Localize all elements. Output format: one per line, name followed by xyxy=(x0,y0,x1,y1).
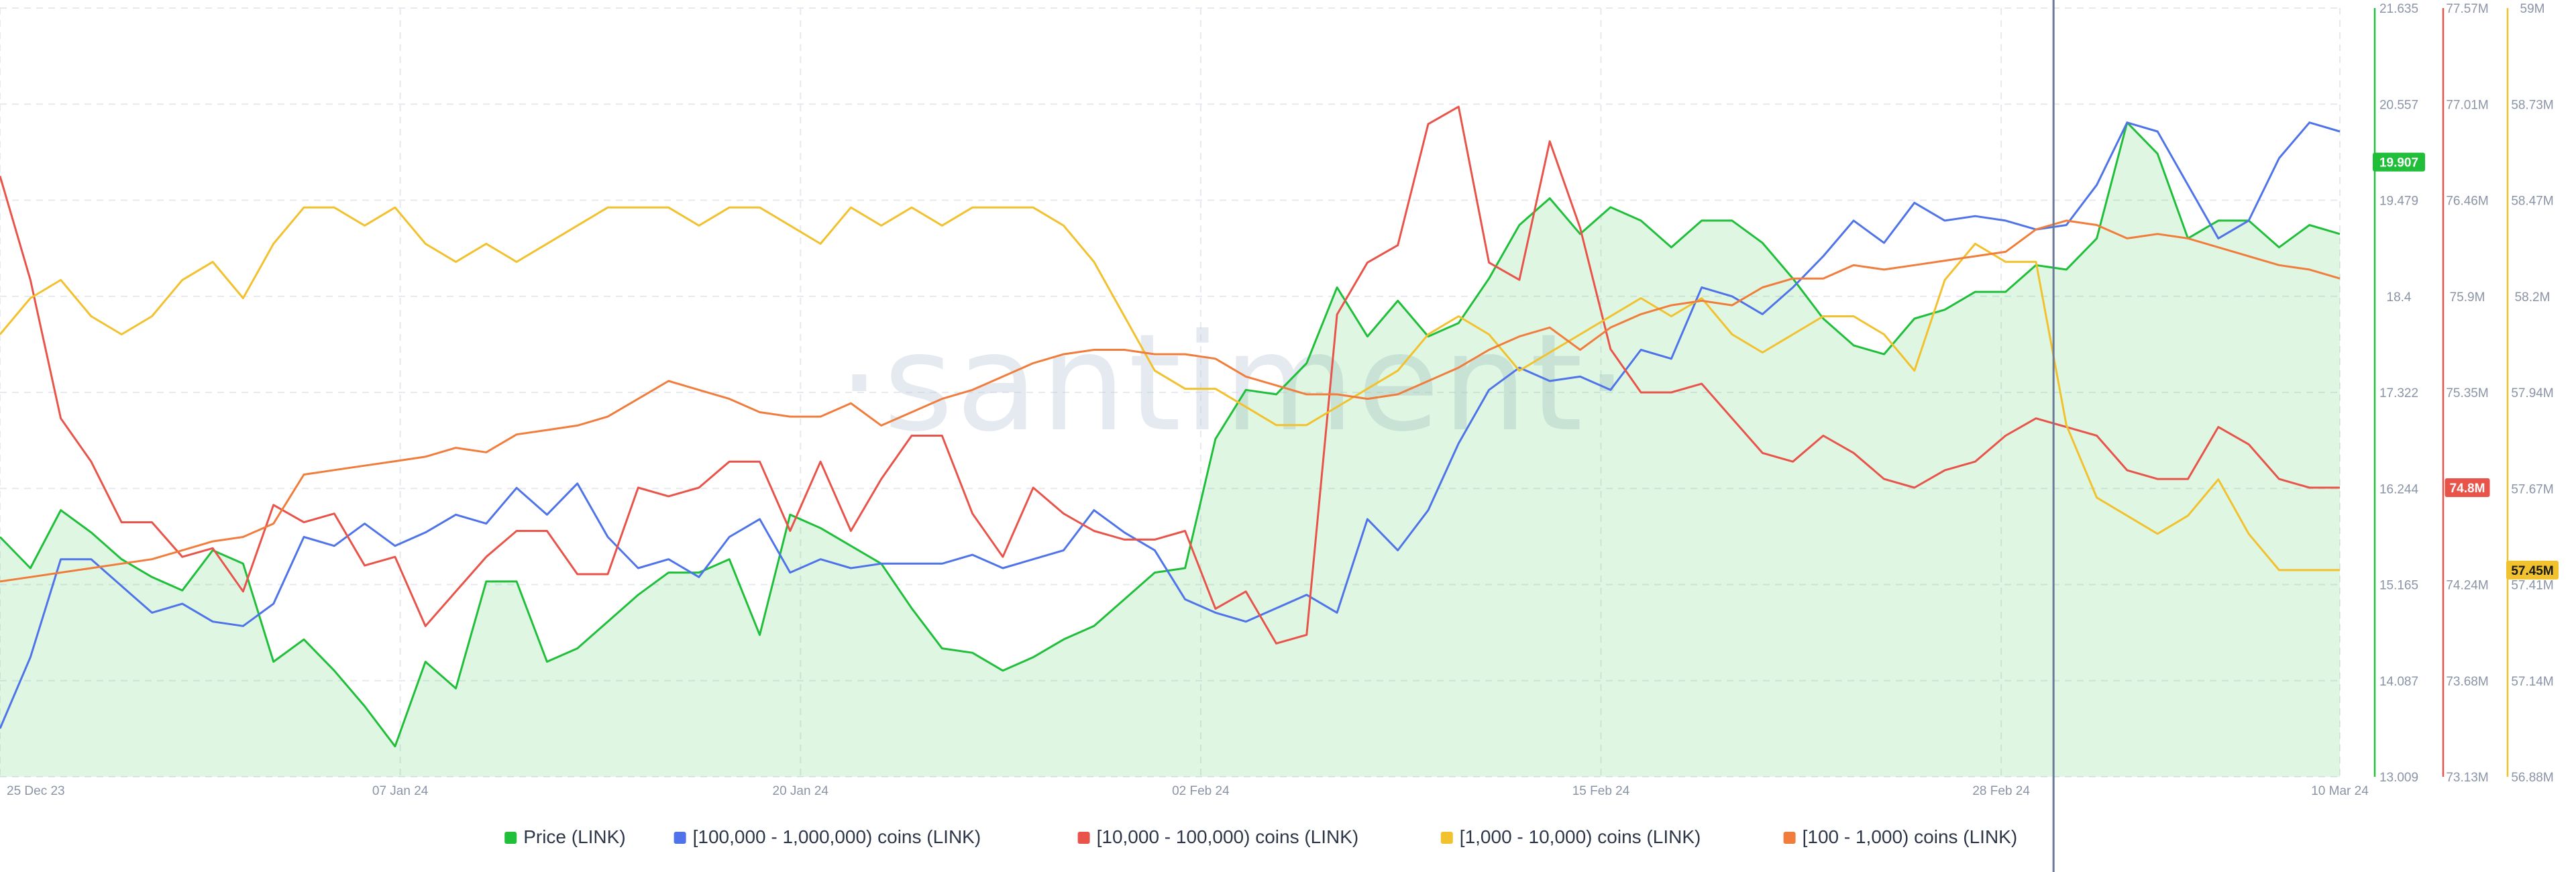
series-line-3 xyxy=(0,206,2340,571)
x-tick-label: 10 Mar 24 xyxy=(2311,784,2369,798)
legend-item-label[interactable]: [100 - 1,000) coins (LINK) xyxy=(1803,826,2018,847)
x-tick-label: 20 Jan 24 xyxy=(773,784,829,798)
axis-value-badge-yellow xyxy=(2506,560,2559,580)
axis-tick-label-price: 17.322 xyxy=(2379,386,2418,400)
legend-swatch xyxy=(504,832,517,844)
legend: Price (LINK) [100,000 - 1,000,000) coins … xyxy=(504,826,2017,847)
axis-tick-label-red: 77.01M xyxy=(2446,98,2488,112)
axis-tick-label-price: 21.635 xyxy=(2379,2,2418,16)
series-line-1 xyxy=(0,121,2341,729)
axis-tick-label-price: 18.4 xyxy=(2387,290,2412,305)
axis-tick-label-yellow: 58.47M xyxy=(2511,195,2553,209)
legend-swatch xyxy=(674,832,686,844)
axis-value-badge-price xyxy=(2373,152,2425,172)
axis-tick-label-red: 73.13M xyxy=(2446,771,2488,785)
axis-tick-label-price: 19.479 xyxy=(2379,195,2418,209)
axis-tick-label-red: 73.68M xyxy=(2446,675,2488,689)
axes-layer: 21.635 20.557 19.479 18.4 17.322 16.244 15.165… xyxy=(2373,2,2559,785)
axis-tick-label-red: 77.57M xyxy=(2446,2,2488,16)
axis-value-badge-label-price: 19.907 xyxy=(2379,156,2418,170)
legend-item-label[interactable]: [10,000 - 100,000) coins (LINK) xyxy=(1097,826,1359,847)
axis-value-badge-label-red: 74.8M xyxy=(2450,482,2485,496)
x-tick-label: 15 Feb 24 xyxy=(1572,784,1630,798)
legend-item-label[interactable]: [100,000 - 1,000,000) coins (LINK) xyxy=(693,826,981,847)
axis-tick-label-price: 15.165 xyxy=(2379,579,2418,593)
grid-lines xyxy=(0,7,2341,777)
axis-tick-label-price: 13.009 xyxy=(2379,771,2418,785)
axis-tick-label-yellow: 57.14M xyxy=(2511,675,2553,689)
series-line-0 xyxy=(0,121,2341,748)
axis-tick-label-yellow: 58.73M xyxy=(2511,98,2553,112)
axis-tick-label-yellow: 58.2M xyxy=(2515,290,2551,305)
axis-tick-label-red: 74.24M xyxy=(2446,579,2488,593)
axis-tick-label-price: 16.244 xyxy=(2379,482,2419,496)
axis-tick-label-yellow: 57.94M xyxy=(2511,386,2553,400)
x-tick-label: 07 Jan 24 xyxy=(372,784,429,798)
x-tick-label: 25 Dec 23 xyxy=(7,784,65,798)
axis-tick-label-red: 75.35M xyxy=(2446,386,2488,400)
axis-tick-label-yellow: 56.88M xyxy=(2511,771,2553,785)
series-line-2 xyxy=(0,105,2340,645)
legend-item-label[interactable]: Price (LINK) xyxy=(523,826,625,847)
axis-tick-label-yellow: 59M xyxy=(2520,2,2545,16)
x-axis: 25 Dec 23 07 Jan 24 20 Jan 24 02 Feb 24 15 F… xyxy=(7,784,2369,798)
x-tick-label: 28 Feb 24 xyxy=(1972,784,2030,798)
axis-tick-label-yellow: 57.41M xyxy=(2511,579,2553,593)
legend-swatch xyxy=(1077,832,1090,844)
axis-tick-label-price: 20.557 xyxy=(2379,98,2418,112)
series-line-4 xyxy=(0,219,2341,583)
axis-value-badge-label-yellow: 57.45M xyxy=(2511,564,2553,578)
x-tick-label: 02 Feb 24 xyxy=(1172,784,1230,798)
axis-value-badge-red xyxy=(2445,478,2490,497)
series-area-0 xyxy=(0,122,2340,777)
axis-tick-label-red: 75.9M xyxy=(2450,290,2485,305)
legend-swatch xyxy=(1783,832,1796,844)
axis-tick-label-red: 76.46M xyxy=(2446,195,2488,209)
axis-tick-label-price: 14.087 xyxy=(2379,675,2418,689)
legend-item-label[interactable]: [1,000 - 10,000) coins (LINK) xyxy=(1460,826,1701,847)
series-layer xyxy=(0,105,2341,777)
legend-swatch xyxy=(1440,832,1453,844)
axis-tick-label-yellow: 57.67M xyxy=(2511,482,2553,496)
